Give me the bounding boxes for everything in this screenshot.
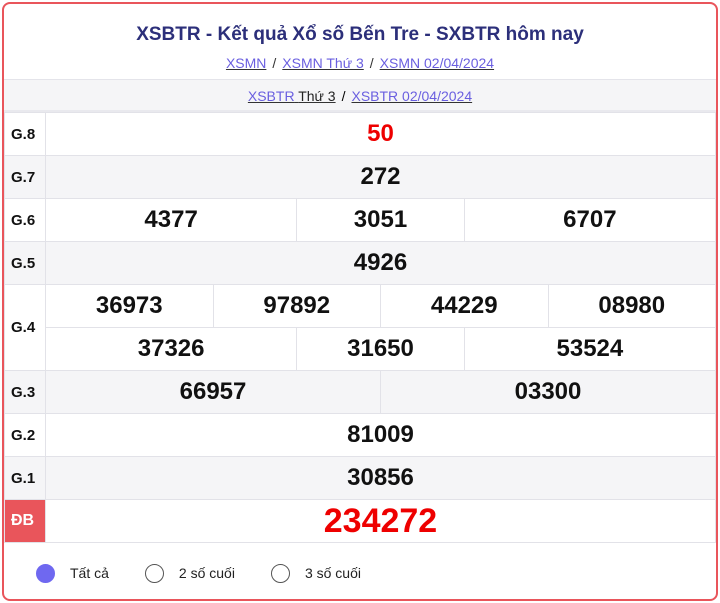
prize-number: 6707	[463, 198, 716, 242]
prize-number: 37326	[44, 327, 298, 371]
prize-label: G.6	[4, 198, 46, 242]
link-xsbtr-label: XSBTR	[247, 88, 295, 104]
prize-label: G.3	[4, 370, 46, 414]
prize-number: 03300	[380, 370, 716, 414]
prize-number: 36973	[45, 284, 214, 328]
prize-label: G.8	[4, 112, 46, 156]
filter-label: Tất cả	[70, 565, 109, 581]
prize-number: 66957	[45, 370, 381, 414]
radio-icon[interactable]	[270, 563, 290, 583]
link-xsbtr-thu3[interactable]: XSBTR Thứ 3	[248, 88, 336, 104]
filter-last-2[interactable]: 2 số cuối	[144, 563, 235, 583]
link-xsbtr-date[interactable]: XSBTR 02/04/2024	[351, 88, 473, 104]
row-g4: G.4 36973 97892 44229 08980	[4, 284, 716, 371]
display-filter: Tất cả 2 số cuối 3 số cuối	[4, 543, 716, 599]
prize-number: 53524	[463, 327, 716, 371]
prize-label: G.5	[4, 241, 46, 285]
prize-label: G.1	[4, 456, 46, 500]
prize-number: 3051	[296, 198, 465, 242]
prize-number: 30856	[45, 456, 716, 500]
prize-number: 31650	[296, 327, 465, 371]
breadcrumb-xsmn[interactable]: XSMN	[225, 55, 267, 71]
row-g4-2: 37326 31650 53524	[5, 327, 716, 371]
jackpot-number: 234272	[45, 499, 716, 543]
prize-number: 272	[45, 155, 716, 199]
filter-label: 2 số cuối	[178, 565, 235, 581]
row-db: ĐB 234272	[4, 499, 716, 543]
breadcrumb-xsmn-date[interactable]: XSMN 02/04/2024	[379, 55, 495, 71]
results-table: G.8 50 G.7 272 G.6 4377 3051 6707 G.5 49…	[4, 112, 716, 543]
prize-label: G.4	[4, 284, 46, 371]
prize-label: ĐB	[4, 499, 46, 543]
filter-label: 3 số cuối	[304, 565, 361, 581]
page-title: XSBTR - Kết quả Xổ số Bến Tre - SXBTR hô…	[136, 24, 584, 45]
prize-number: 4926	[45, 241, 716, 285]
prize-number: 44229	[380, 284, 549, 328]
separator: /	[369, 55, 374, 71]
prize-number: 97892	[212, 284, 381, 328]
prize-number: 50	[45, 112, 716, 156]
separator: /	[341, 88, 346, 104]
header: XSBTR - Kết quả Xổ số Bến Tre - SXBTR hô…	[4, 4, 716, 80]
prize-number: 08980	[547, 284, 716, 328]
row-g2: G.2 81009	[4, 413, 716, 457]
row-g7: G.7 272	[4, 155, 716, 199]
row-g5: G.5 4926	[4, 241, 716, 285]
prize-label: G.2	[4, 413, 46, 457]
breadcrumb-xsmn-thu3[interactable]: XSMN Thứ 3	[282, 55, 364, 71]
filter-last-3[interactable]: 3 số cuối	[270, 563, 361, 583]
separator: /	[272, 55, 277, 71]
breadcrumb: XSMN / XSMN Thứ 3 / XSMN 02/04/2024	[4, 55, 716, 71]
row-g8: G.8 50	[4, 112, 716, 156]
filter-all[interactable]: Tất cả	[36, 563, 109, 583]
prize-number: 81009	[45, 413, 716, 457]
row-g1: G.1 30856	[4, 456, 716, 500]
prize-number: 4377	[44, 198, 298, 242]
link-thu3-label: Thứ 3	[298, 88, 336, 104]
radio-selected-icon[interactable]	[36, 563, 55, 583]
prize-label: G.7	[4, 155, 46, 199]
row-g6: G.6 4377 3051 6707	[4, 198, 716, 242]
row-g3: G.3 66957 03300	[4, 370, 716, 414]
radio-icon[interactable]	[144, 563, 164, 583]
sub-breadcrumb: XSBTR Thứ 3 / XSBTR 02/04/2024	[4, 80, 716, 112]
